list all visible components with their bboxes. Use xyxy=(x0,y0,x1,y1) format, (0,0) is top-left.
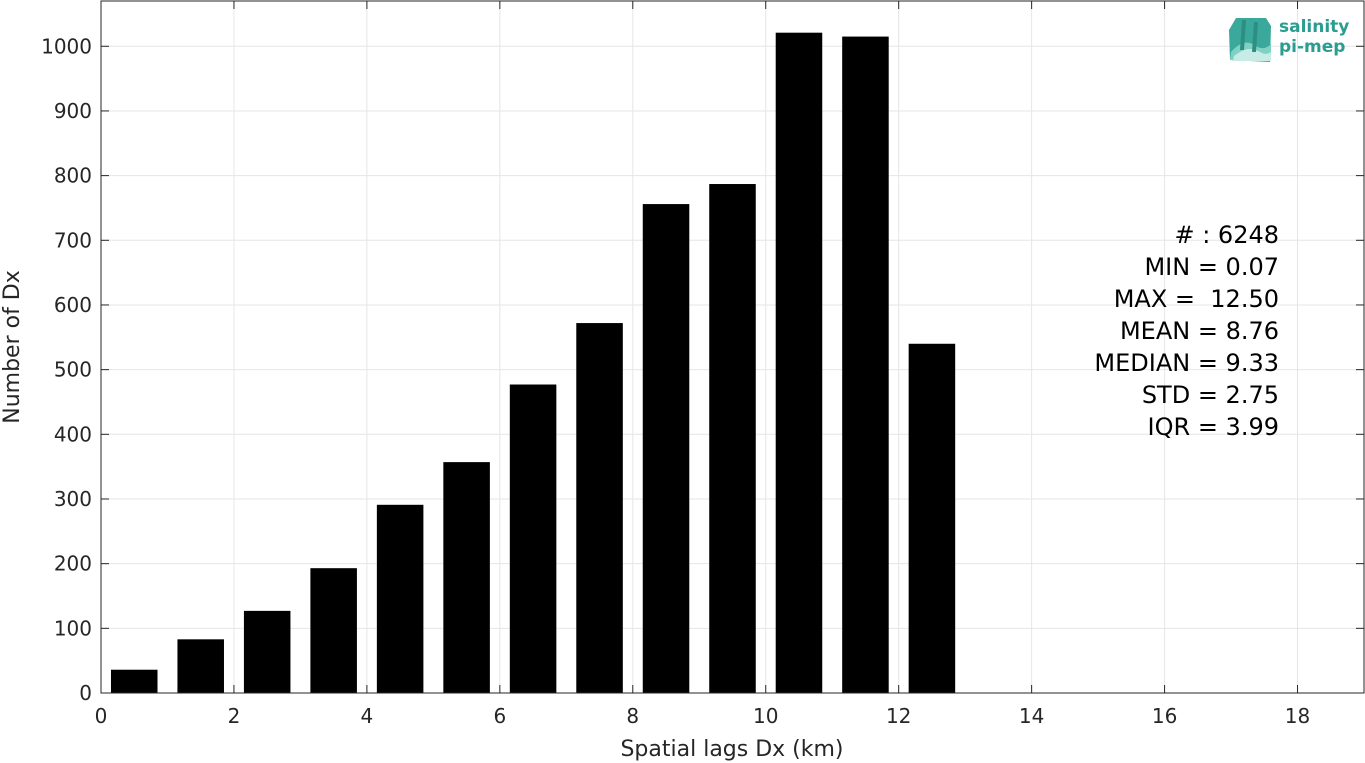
y-tick-label: 1000 xyxy=(41,34,92,58)
x-tick-label: 6 xyxy=(493,704,506,728)
logo-line-1: salinity xyxy=(1279,17,1349,37)
x-tick-label: 18 xyxy=(1285,704,1310,728)
x-tick-label: 12 xyxy=(886,704,911,728)
y-tick-label: 600 xyxy=(54,293,92,317)
x-tick-label: 8 xyxy=(626,704,639,728)
y-tick-label: 100 xyxy=(54,616,92,640)
stat-line: STD = 2.75 xyxy=(1142,381,1279,409)
stat-line: # : 6248 xyxy=(1174,221,1279,249)
histogram-bar xyxy=(110,669,158,693)
stat-line: MEAN = 8.76 xyxy=(1120,317,1279,345)
x-tick-label: 14 xyxy=(1019,704,1044,728)
histogram-bar xyxy=(842,36,889,694)
y-axis-title: Number of Dx xyxy=(0,270,25,424)
x-tick-label: 16 xyxy=(1152,704,1177,728)
histogram-bar xyxy=(310,568,357,693)
histogram-bar xyxy=(576,323,623,693)
x-tick-label: 4 xyxy=(361,704,374,728)
bars xyxy=(110,32,956,694)
histogram-bar xyxy=(642,204,690,694)
wave-logo-icon xyxy=(1229,18,1271,62)
ticks xyxy=(100,1,1364,694)
y-tick-label: 0 xyxy=(79,681,92,705)
plot-frame xyxy=(100,0,1365,694)
y-tick-label: 300 xyxy=(54,487,92,511)
salinity-pi-mep-logo: salinity pi-mep xyxy=(1229,17,1349,62)
logo-line-2: pi-mep xyxy=(1279,37,1345,57)
stat-line: MEDIAN = 9.33 xyxy=(1094,349,1279,377)
stat-line: MIN = 0.07 xyxy=(1144,253,1279,281)
histogram-bar xyxy=(509,384,557,693)
y-tick-labels: 0 100 200 300 400 500 600 700 800 900 1000 xyxy=(41,34,92,705)
y-tick-label: 800 xyxy=(54,164,92,188)
histogram-bar xyxy=(376,504,424,693)
x-axis-title: Spatial lags Dx (km) xyxy=(620,737,843,762)
x-tick-labels: 0 2 4 6 8 10 12 14 16 18 xyxy=(95,704,1311,728)
y-tick-label: 700 xyxy=(54,228,92,252)
histogram-bar xyxy=(908,343,956,693)
y-tick-label: 400 xyxy=(54,422,92,446)
y-tick-label: 500 xyxy=(54,358,92,382)
y-tick-label: 200 xyxy=(54,552,92,576)
histogram-bar xyxy=(243,610,291,693)
y-tick-label: 900 xyxy=(54,99,92,123)
histogram-bar xyxy=(177,639,224,693)
x-tick-label: 10 xyxy=(753,704,778,728)
stats-box: # : 6248 MIN = 0.07 MAX = 12.50 MEAN = 8.76… xyxy=(1094,221,1279,441)
histogram-bar xyxy=(709,184,756,693)
stat-line: IQR = 3.99 xyxy=(1148,413,1279,441)
x-tick-label: 2 xyxy=(228,704,241,728)
stat-line: MAX = 12.50 xyxy=(1114,285,1279,313)
histogram-bar xyxy=(443,462,490,693)
x-tick-label: 0 xyxy=(95,704,108,728)
histogram-bar xyxy=(775,32,823,694)
